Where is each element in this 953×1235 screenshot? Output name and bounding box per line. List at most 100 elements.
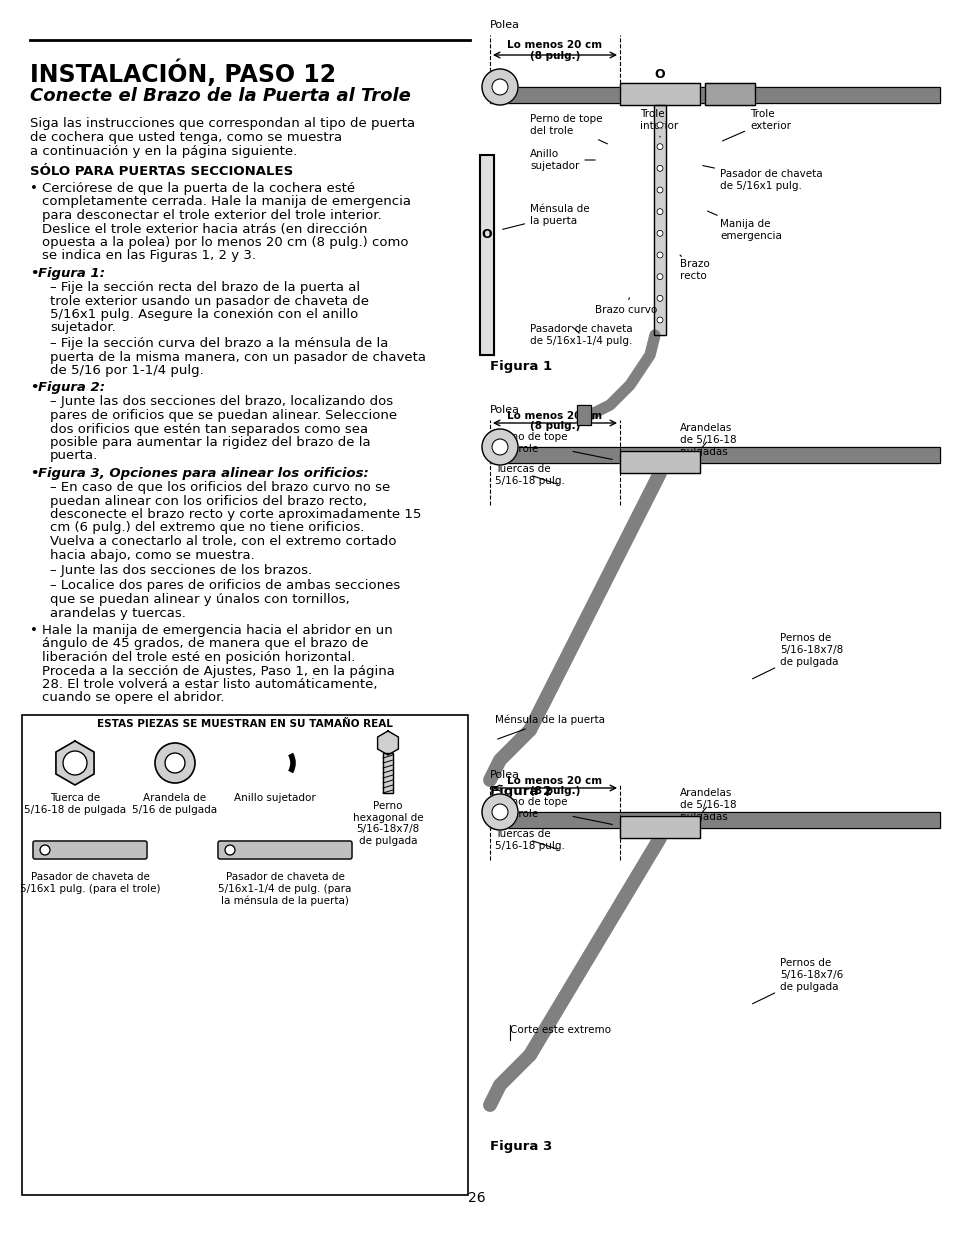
Text: •: • bbox=[30, 267, 38, 280]
Circle shape bbox=[481, 429, 517, 466]
Bar bbox=[704, 83, 754, 105]
Bar bbox=[577, 405, 590, 425]
Text: 26: 26 bbox=[468, 1191, 485, 1205]
Text: Figura 2:: Figura 2: bbox=[38, 382, 105, 394]
Text: Tuercas de
5/16-18 pulg.: Tuercas de 5/16-18 pulg. bbox=[495, 464, 564, 485]
Text: sujetador.: sujetador. bbox=[50, 321, 115, 335]
Bar bbox=[619, 83, 700, 105]
Bar bbox=[490, 86, 939, 103]
Bar bbox=[654, 105, 665, 335]
Text: Pasador de chaveta de
5/16x1 pulg. (para el trole): Pasador de chaveta de 5/16x1 pulg. (para… bbox=[20, 872, 160, 894]
Text: Figura 1:: Figura 1: bbox=[38, 267, 105, 280]
Text: Perno
hexagonal de
5/16-18x7/8
de pulgada: Perno hexagonal de 5/16-18x7/8 de pulgad… bbox=[353, 802, 423, 846]
Circle shape bbox=[657, 274, 662, 279]
Text: puerta.: puerta. bbox=[50, 450, 98, 462]
Text: – Fije la sección recta del brazo de la puerta al: – Fije la sección recta del brazo de la … bbox=[50, 282, 359, 294]
Text: – Fije la sección curva del brazo a la ménsula de la: – Fije la sección curva del brazo a la m… bbox=[50, 337, 388, 350]
Circle shape bbox=[481, 794, 517, 830]
Text: (8 pulg.): (8 pulg.) bbox=[529, 421, 579, 431]
Text: – Localice dos pares de orificios de ambas secciones: – Localice dos pares de orificios de amb… bbox=[50, 579, 400, 593]
Text: Anillo sujetador: Anillo sujetador bbox=[233, 793, 315, 803]
Text: Deslice el trole exterior hacia atrás (en dirección: Deslice el trole exterior hacia atrás (e… bbox=[42, 222, 367, 236]
Text: •: • bbox=[30, 382, 38, 394]
Bar bbox=[619, 83, 700, 105]
Text: cm (6 pulg.) del extremo que no tiene orificios.: cm (6 pulg.) del extremo que no tiene or… bbox=[50, 521, 364, 535]
Text: Trole
interior: Trole interior bbox=[639, 109, 678, 137]
Text: Conecte el Brazo de la Puerta al Trole: Conecte el Brazo de la Puerta al Trole bbox=[30, 86, 411, 105]
Text: Polea: Polea bbox=[490, 20, 519, 30]
Text: Tuercas de
5/16-18 pulg.: Tuercas de 5/16-18 pulg. bbox=[495, 829, 564, 851]
Text: •: • bbox=[30, 182, 38, 195]
Text: Anillo
sujetador: Anillo sujetador bbox=[530, 149, 595, 170]
Text: •: • bbox=[30, 624, 38, 637]
Text: que se puedan alinear y únalos con tornillos,: que se puedan alinear y únalos con torni… bbox=[50, 593, 350, 606]
Text: Perno de tope
del trole: Perno de tope del trole bbox=[495, 798, 612, 825]
Text: – En caso de que los orificios del brazo curvo no se: – En caso de que los orificios del brazo… bbox=[50, 480, 390, 494]
Circle shape bbox=[492, 79, 507, 95]
Text: Trole
exterior: Trole exterior bbox=[721, 109, 790, 141]
Polygon shape bbox=[377, 731, 398, 755]
Circle shape bbox=[225, 845, 234, 855]
Text: Proceda a la sección de Ajustes, Paso 1, en la página: Proceda a la sección de Ajustes, Paso 1,… bbox=[42, 664, 395, 678]
Text: ángulo de 45 grados, de manera que el brazo de: ángulo de 45 grados, de manera que el br… bbox=[42, 637, 368, 651]
Text: Ménsula de
la puerta: Ménsula de la puerta bbox=[502, 204, 589, 230]
Text: O: O bbox=[654, 68, 664, 82]
Text: Pasador de chaveta
de 5/16x1 pulg.: Pasador de chaveta de 5/16x1 pulg. bbox=[702, 165, 821, 190]
Text: de cochera que usted tenga, como se muestra: de cochera que usted tenga, como se mues… bbox=[30, 131, 342, 144]
Text: Arandelas
de 5/16-18
pulgadas: Arandelas de 5/16-18 pulgadas bbox=[679, 788, 736, 821]
Text: (8 pulg.): (8 pulg.) bbox=[529, 785, 579, 797]
Text: hacia abajo, como se muestra.: hacia abajo, como se muestra. bbox=[50, 548, 254, 562]
Circle shape bbox=[657, 122, 662, 128]
Bar bbox=[490, 447, 939, 463]
Text: Brazo curvo: Brazo curvo bbox=[595, 298, 657, 315]
Bar bbox=[382, 753, 393, 793]
Text: Vuelva a conectarlo al trole, con el extremo cortado: Vuelva a conectarlo al trole, con el ext… bbox=[50, 535, 396, 548]
Text: de 5/16 por 1-1/4 pulg.: de 5/16 por 1-1/4 pulg. bbox=[50, 364, 204, 377]
Text: 28. El trole volverá a estar listo automáticamente,: 28. El trole volverá a estar listo autom… bbox=[42, 678, 377, 692]
Circle shape bbox=[657, 186, 662, 193]
Bar bbox=[704, 83, 754, 105]
Text: Pernos de
5/16-18x7/6
de pulgada: Pernos de 5/16-18x7/6 de pulgada bbox=[752, 958, 842, 1004]
Text: Pernos de
5/16-18x7/8
de pulgada: Pernos de 5/16-18x7/8 de pulgada bbox=[752, 634, 842, 679]
Text: Perno de tope
del trole: Perno de tope del trole bbox=[530, 114, 607, 143]
Text: arandelas y tuercas.: arandelas y tuercas. bbox=[50, 606, 186, 620]
Text: cuando se opere el abridor.: cuando se opere el abridor. bbox=[42, 692, 224, 704]
FancyBboxPatch shape bbox=[218, 841, 352, 860]
FancyBboxPatch shape bbox=[33, 841, 147, 860]
Text: opuesta a la polea) por lo menos 20 cm (8 pulg.) como: opuesta a la polea) por lo menos 20 cm (… bbox=[42, 236, 408, 249]
Text: Polea: Polea bbox=[490, 405, 519, 415]
Circle shape bbox=[492, 804, 507, 820]
Bar bbox=[619, 451, 700, 473]
Bar bbox=[490, 811, 939, 827]
Bar bbox=[490, 86, 939, 103]
Text: Pasador de chaveta de
5/16x1-1/4 de pulg. (para
la ménsula de la puerta): Pasador de chaveta de 5/16x1-1/4 de pulg… bbox=[218, 872, 352, 905]
Bar bbox=[619, 451, 700, 473]
Text: puerta de la misma manera, con un pasador de chaveta: puerta de la misma manera, con un pasado… bbox=[50, 351, 426, 363]
Bar bbox=[490, 811, 939, 827]
Text: pares de orificios que se puedan alinear. Seleccione: pares de orificios que se puedan alinear… bbox=[50, 409, 396, 422]
Text: Corte este extremo: Corte este extremo bbox=[510, 1025, 610, 1035]
Text: Figura 3, Opciones para alinear los orificios:: Figura 3, Opciones para alinear los orif… bbox=[38, 467, 369, 480]
Text: a continuación y en la página siguiente.: a continuación y en la página siguiente. bbox=[30, 144, 297, 158]
Text: Arandela de
5/16 de pulgada: Arandela de 5/16 de pulgada bbox=[132, 793, 217, 815]
Text: 5/16x1 pulg. Asegure la conexión con el anillo: 5/16x1 pulg. Asegure la conexión con el … bbox=[50, 308, 358, 321]
Text: Figura 3: Figura 3 bbox=[490, 1140, 552, 1153]
Text: Pasador de chaveta
de 5/16x1-1/4 pulg.: Pasador de chaveta de 5/16x1-1/4 pulg. bbox=[530, 325, 632, 346]
Text: Lo menos 20 cm: Lo menos 20 cm bbox=[507, 776, 602, 785]
Circle shape bbox=[256, 745, 293, 781]
Text: Siga las instrucciones que correspondan al tipo de puerta: Siga las instrucciones que correspondan … bbox=[30, 117, 415, 130]
Bar bbox=[577, 405, 590, 425]
Circle shape bbox=[657, 231, 662, 236]
Text: Brazo
recto: Brazo recto bbox=[679, 254, 709, 280]
Text: dos orificios que estén tan separados como sea: dos orificios que estén tan separados co… bbox=[50, 422, 368, 436]
Text: trole exterior usando un pasador de chaveta de: trole exterior usando un pasador de chav… bbox=[50, 294, 369, 308]
Text: Manija de
emergencia: Manija de emergencia bbox=[707, 211, 781, 241]
Text: Figura 1: Figura 1 bbox=[490, 359, 552, 373]
Bar bbox=[619, 816, 700, 839]
Text: – Junte las dos secciones de los brazos.: – Junte las dos secciones de los brazos. bbox=[50, 564, 312, 577]
Circle shape bbox=[481, 69, 517, 105]
Circle shape bbox=[657, 295, 662, 301]
Circle shape bbox=[492, 438, 507, 454]
Text: Arandelas
de 5/16-18
pulgadas: Arandelas de 5/16-18 pulgadas bbox=[679, 424, 736, 457]
FancyBboxPatch shape bbox=[22, 715, 468, 1195]
